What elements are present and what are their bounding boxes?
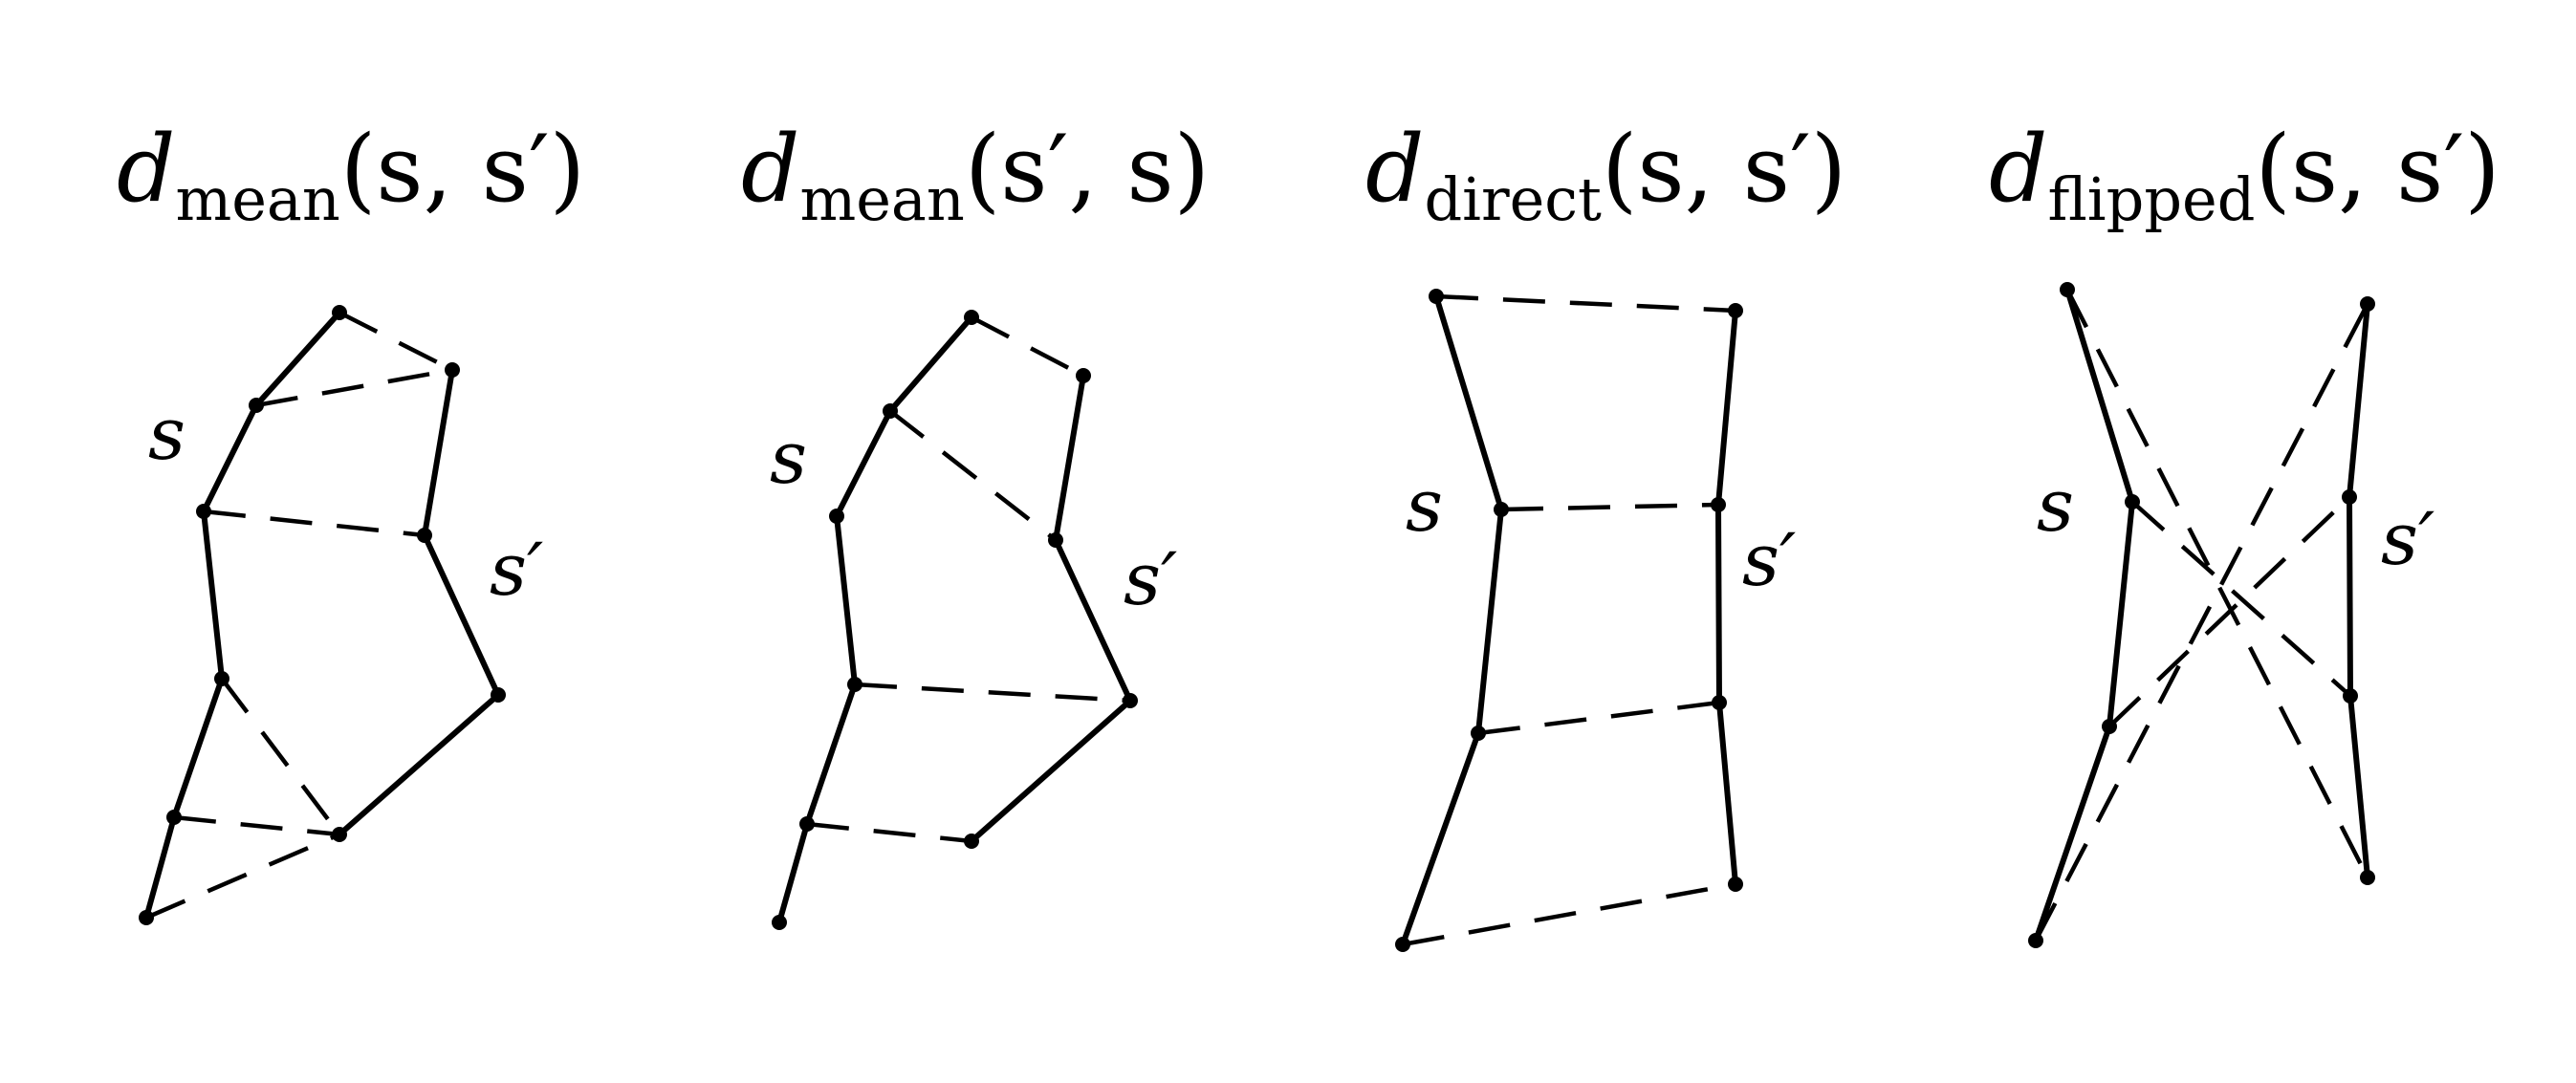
vertex-points: [772, 310, 1138, 930]
title-subscript: direct: [1424, 164, 1602, 234]
panel-title: dmean(s′, s): [741, 116, 1210, 234]
panel-mean-s-sprime: dmean(s, s′) s s′: [117, 116, 585, 925]
title-subscript: mean: [175, 164, 339, 234]
curve-s: [776, 314, 974, 925]
curve-s-prime: [1715, 308, 1738, 887]
label-s-prime: s′: [1124, 536, 1177, 621]
label-s-prime: s′: [490, 527, 543, 612]
vertex-points: [1395, 289, 1743, 952]
curve-s: [143, 310, 342, 921]
panel-direct: ddirect(s, s′) s s′: [1365, 116, 1846, 952]
matching-lines: [145, 310, 454, 921]
panel-title: dflipped(s, s′): [1989, 116, 2500, 234]
title-subscript: flipped: [2047, 164, 2255, 234]
label-s: s: [148, 391, 186, 476]
panel-mean-sprime-s: dmean(s′, s) s s′: [741, 116, 1210, 930]
label-s: s: [770, 415, 807, 500]
panel-title: dmean(s, s′): [117, 116, 585, 234]
label-s: s: [1406, 463, 1443, 548]
curve-s: [2033, 287, 2135, 943]
matching-lines: [1402, 293, 1736, 947]
label-s: s: [2037, 463, 2074, 548]
label-s-prime: s′: [2381, 496, 2434, 581]
title-args: (s, s′): [2255, 116, 2500, 223]
panel-flipped: dflipped(s, s′) s s′: [1989, 116, 2500, 948]
title-args: (s′, s): [965, 116, 1210, 223]
curve-s-prime: [337, 367, 501, 837]
curve-s-prime: [2347, 301, 2370, 880]
title-symbol: d: [1365, 116, 1424, 223]
title-subscript: mean: [799, 164, 964, 234]
vertex-points: [139, 305, 506, 925]
panel-title: ddirect(s, s′): [1365, 116, 1846, 234]
curve-s-prime: [969, 373, 1133, 844]
title-symbol: d: [117, 116, 175, 223]
title-symbol: d: [1989, 116, 2047, 223]
label-s-prime: s′: [1742, 517, 1796, 602]
vertex-points: [2028, 282, 2375, 948]
title-args: (s, s′): [1602, 116, 1846, 223]
matching-lines: [806, 315, 1131, 844]
title-symbol: d: [741, 116, 799, 223]
curve-s: [1400, 293, 1504, 947]
matching-lines: [2034, 288, 2370, 942]
title-args: (s, s′): [340, 116, 585, 223]
